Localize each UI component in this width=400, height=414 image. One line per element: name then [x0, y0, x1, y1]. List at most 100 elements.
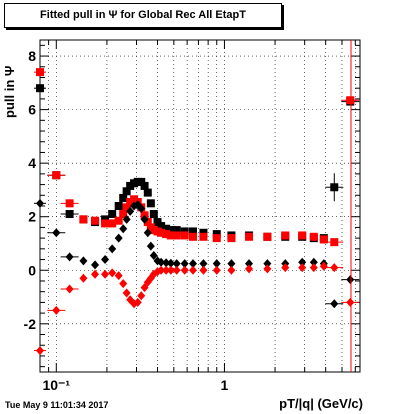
data-point: [172, 259, 181, 269]
data-point: [122, 288, 131, 298]
data-point: [227, 265, 236, 275]
data-point: [346, 96, 355, 105]
data-point: [157, 222, 166, 231]
data-point: [188, 232, 197, 241]
data-point: [108, 210, 117, 219]
data-point: [188, 265, 197, 275]
y-tick-label: 2: [28, 209, 36, 225]
axes: 10⁻¹ 1 -2 0 2 4 6 8: [24, 40, 360, 393]
data-point: [114, 233, 123, 243]
plot-frame: [39, 39, 361, 373]
data-point: [36, 346, 44, 356]
data-point: [140, 214, 149, 224]
data-point: [65, 284, 74, 294]
data-point: [91, 269, 100, 279]
y-tick-label: 0: [28, 262, 36, 278]
data-marks: [34, 40, 360, 372]
data-point: [166, 231, 175, 240]
data-point: [172, 265, 181, 275]
series-2: [34, 198, 360, 309]
data-point: [309, 263, 318, 273]
data-point: [162, 265, 171, 275]
data-point: [36, 198, 44, 208]
data-point: [65, 252, 74, 262]
timestamp: Tue May 9 11:01:34 2017: [5, 400, 109, 410]
x-tick-label: 10⁻¹: [42, 377, 70, 393]
data-point: [227, 234, 236, 243]
data-point: [319, 261, 328, 271]
data-point: [52, 171, 61, 180]
data-point: [166, 258, 175, 268]
data-point: [114, 216, 123, 225]
data-point: [91, 260, 100, 270]
data-point: [101, 269, 110, 279]
data-point: [330, 263, 339, 273]
data-point: [298, 263, 307, 273]
data-point: [157, 257, 166, 267]
data-point: [157, 228, 166, 237]
data-point: [298, 231, 307, 240]
data-point: [137, 291, 146, 301]
data-point: [199, 265, 208, 275]
data-point: [309, 257, 318, 267]
data-point: [108, 219, 117, 228]
data-point: [52, 228, 61, 238]
data-point: [199, 259, 208, 269]
data-point: [330, 238, 339, 247]
data-point: [172, 231, 181, 240]
data-point: [140, 181, 149, 190]
data-point: [149, 251, 158, 261]
data-point: [166, 265, 175, 275]
data-point: [36, 84, 44, 93]
x-axis-label: pT/|q| (GeV/c): [279, 396, 363, 411]
data-point: [180, 259, 189, 269]
data-point: [172, 226, 181, 235]
data-point: [119, 210, 128, 219]
data-point: [79, 273, 88, 283]
data-point: [166, 226, 175, 235]
data-point: [330, 183, 339, 192]
data-point: [212, 265, 221, 275]
data-point: [281, 231, 290, 240]
y-axis-label: pull in Ψ: [2, 65, 17, 118]
data-point: [143, 228, 152, 238]
data-point: [199, 228, 208, 237]
data-point: [79, 256, 88, 266]
data-point: [227, 259, 236, 269]
title-box: Fitted pull in Ψ for Global Rec All Etap…: [4, 3, 282, 28]
data-point: [119, 224, 128, 234]
data-point: [162, 230, 171, 239]
data-point: [212, 234, 221, 243]
data-point: [245, 264, 254, 274]
y-tick-label: 4: [28, 155, 36, 171]
data-point: [108, 268, 117, 278]
data-point: [143, 188, 152, 197]
data-point: [153, 218, 162, 227]
data-point: [146, 241, 155, 251]
data-point: [162, 224, 171, 233]
data-point: [180, 227, 189, 236]
data-point: [119, 279, 128, 289]
data-point: [212, 230, 221, 239]
data-point: [108, 244, 117, 254]
series-1: [34, 68, 360, 247]
data-point: [212, 259, 221, 269]
data-point: [245, 259, 254, 269]
data-point: [52, 305, 61, 315]
data-point: [65, 210, 74, 219]
data-point: [137, 177, 146, 186]
data-point: [122, 214, 131, 224]
data-point: [330, 299, 339, 309]
data-point: [122, 187, 131, 196]
data-point: [122, 203, 131, 212]
data-point: [126, 206, 135, 216]
data-point: [281, 263, 290, 273]
data-point: [146, 199, 155, 208]
data-point: [199, 232, 208, 241]
data-point: [133, 297, 142, 307]
data-point: [180, 265, 189, 275]
x-tick-label: 1: [221, 377, 229, 393]
grid: [39, 40, 360, 372]
data-point: [79, 215, 88, 224]
